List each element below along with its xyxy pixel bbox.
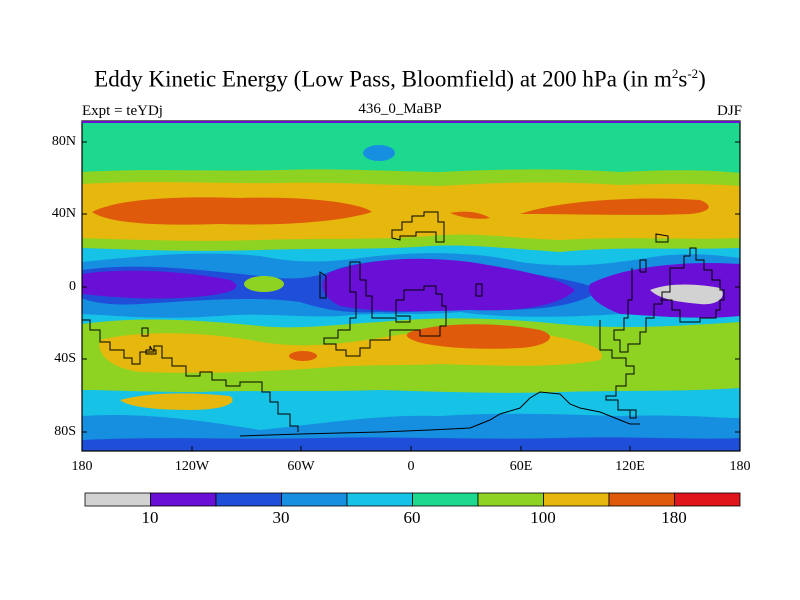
north-jet-max-pacific	[520, 198, 709, 215]
north-jet-max-small	[450, 211, 490, 219]
colorbar-box-7	[543, 492, 610, 507]
chart-title: Eddy Kinetic Energy (Low Pass, Bloomfiel…	[94, 66, 706, 92]
colorbar-box-3	[281, 492, 348, 507]
colorbar-box-0	[84, 492, 151, 507]
x-tick-120w: 120W	[174, 459, 210, 474]
south-jet-max-indian	[406, 324, 550, 349]
colorbar-label-10: 10	[141, 508, 159, 527]
x-tick-0: 0	[407, 459, 415, 474]
colorbar-box-9	[674, 492, 741, 507]
season-label: DJF	[716, 103, 742, 119]
coastlines	[82, 211, 725, 437]
colorbar-box-4	[346, 492, 413, 507]
east-pacific-minimum	[82, 270, 237, 299]
y-tick-80s: 80S	[54, 424, 76, 439]
antarctic-deep-band	[82, 437, 740, 451]
africa-minimum	[322, 258, 575, 312]
x-tick-180-west: 180	[71, 459, 93, 474]
coastline-australia	[599, 320, 637, 419]
x-tick-120e: 120E	[615, 459, 645, 474]
north-jet-core	[82, 182, 740, 241]
polar-north-band	[82, 121, 740, 178]
coastline-island-b	[475, 283, 483, 297]
southern-yellow-patch	[120, 393, 233, 410]
south-jet-max-west	[289, 351, 317, 361]
colorbar-label-180: 180	[661, 508, 687, 527]
central-pacific-green	[244, 276, 284, 292]
colorbar-box-6	[477, 492, 544, 507]
colorbar-box-8	[608, 492, 675, 507]
experiment-label: Expt = teYDj	[82, 103, 163, 119]
run-label: 436_0_MaBP	[358, 101, 442, 117]
x-tick-180-east: 180	[729, 459, 751, 474]
coastline-africa	[323, 261, 447, 357]
north-jet-max-atlantic	[92, 197, 372, 225]
coastline-island-e	[141, 327, 149, 337]
coastline-indonesia	[613, 247, 725, 353]
coastline-antarctica	[239, 391, 640, 437]
polar-blue-spot	[363, 145, 395, 161]
lowest-energy-patch	[650, 284, 723, 305]
coastline-island-a	[319, 271, 327, 299]
y-tick-80n: 80N	[51, 134, 76, 149]
coastline-europe	[391, 211, 445, 243]
colorbar-label-30: 30	[272, 508, 290, 527]
x-tick-60w: 60W	[287, 459, 315, 474]
colorbar	[84, 492, 741, 507]
y-tick-40s: 40S	[54, 351, 76, 366]
colorbar-box-5	[412, 492, 479, 507]
coastline-island-d	[655, 233, 669, 243]
coastline-island-c	[639, 259, 647, 273]
colorbar-box-2	[215, 492, 282, 507]
coastline-island-f	[145, 345, 157, 355]
contour-field	[82, 121, 740, 451]
y-tick-40n: 40N	[51, 206, 76, 221]
y-tick-equator: 0	[69, 279, 76, 294]
colorbar-label-60: 60	[403, 508, 421, 527]
colorbar-box-1	[150, 492, 217, 507]
x-tick-60e: 60E	[509, 459, 533, 474]
colorbar-label-100: 100	[530, 508, 556, 527]
coastline-south-america	[82, 319, 299, 432]
